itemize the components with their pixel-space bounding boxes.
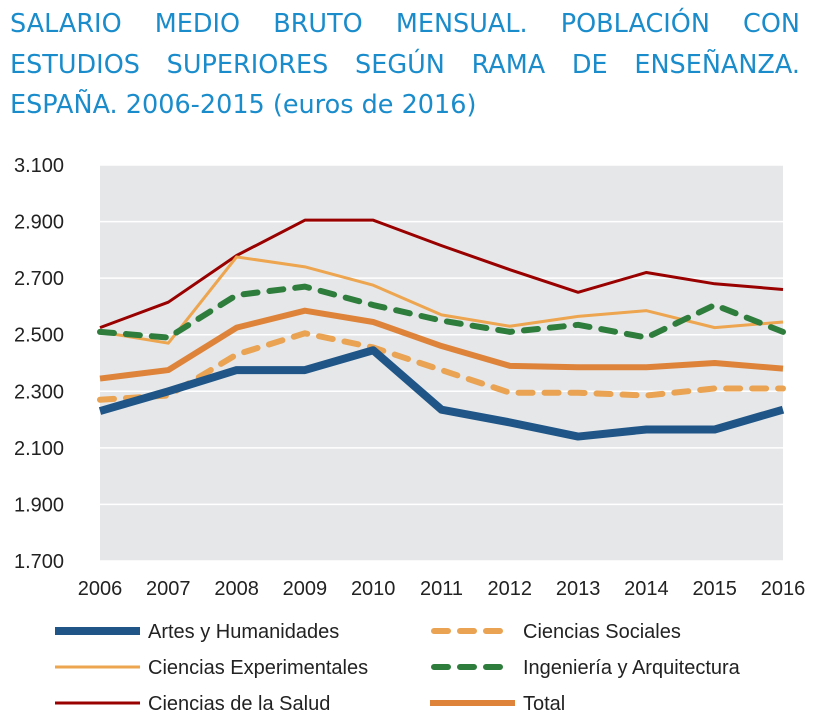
x-tick-label: 2006 — [78, 578, 123, 600]
x-tick-label: 2011 — [420, 578, 463, 600]
title-line-2: ESTUDIOS SUPERIORES SEGÚN RAMA DE ENSEÑA… — [10, 49, 800, 80]
y-tick-label: 2.900 — [14, 212, 64, 234]
series-line-ciencias-de-la-salud — [99, 218, 784, 330]
y-tick-label: 3.100 — [14, 155, 64, 177]
y-tick-label: 2.700 — [14, 268, 64, 290]
legend-label: Ciencias de la Salud — [148, 693, 330, 715]
legend-label: Total — [523, 693, 565, 715]
legend-label: Ciencias Experimentales — [148, 657, 368, 679]
title-line-3: ESPAÑA. 2006-2015 (euros de 2016) — [10, 90, 477, 120]
series-line-ciencias-experimentales — [99, 255, 784, 345]
series-line-artes-y-humanidades — [98, 346, 785, 441]
legend-label: Ingeniería y Arquitectura — [523, 657, 741, 679]
x-tick-label: 2015 — [692, 578, 737, 600]
y-tick-label: 1.700 — [14, 551, 64, 573]
x-tick-label: 2009 — [283, 578, 328, 600]
x-tick-label: 2013 — [556, 578, 601, 600]
chart-title: SALARIO MEDIO BRUTO MENSUAL. POBLACIÓN C… — [10, 4, 800, 126]
y-tick-label: 1.900 — [14, 494, 64, 516]
x-tick-label: 2012 — [488, 578, 533, 600]
y-tick-label: 2.500 — [14, 325, 64, 347]
y-tick-label: 2.300 — [14, 381, 64, 403]
y-tick-label: 2.100 — [14, 438, 64, 460]
legend-label: Ciencias Sociales — [523, 621, 681, 643]
title-line-1: SALARIO MEDIO BRUTO MENSUAL. POBLACIÓN C… — [10, 9, 800, 39]
legend-label: Artes y Humanidades — [148, 621, 339, 643]
x-tick-label: 2016 — [761, 578, 806, 600]
x-tick-label: 2007 — [146, 578, 191, 600]
series-line-total — [99, 307, 784, 382]
x-tick-label: 2014 — [624, 578, 669, 600]
series-line-ciencias-sociales — [97, 330, 786, 403]
x-tick-label: 2008 — [214, 578, 259, 600]
x-tick-label: 2010 — [351, 578, 396, 600]
